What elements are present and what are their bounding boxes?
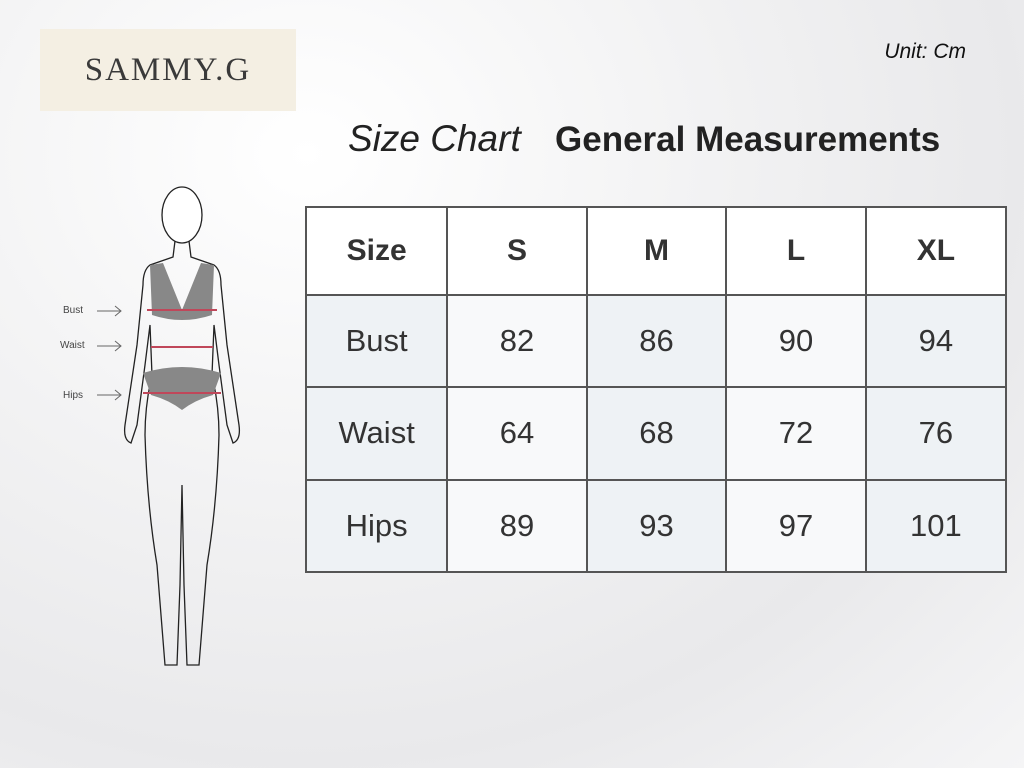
brand-logo: SAMMY.G (40, 29, 296, 111)
table-cell: 101 (864, 478, 1008, 574)
header-cell: S (446, 206, 588, 296)
table-row: Hips 89 93 97 101 (304, 478, 1008, 574)
header-cell: M (585, 206, 728, 296)
table-cell: 82 (446, 293, 588, 389)
header-cell: XL (864, 206, 1008, 296)
table-header-row: Size S M L XL (304, 206, 1008, 296)
table-cell: 76 (864, 386, 1008, 481)
title-bold: General Measurements (555, 120, 941, 159)
row-label: Bust (304, 293, 449, 389)
table-cell: 97 (725, 478, 867, 574)
table-cell: 64 (446, 386, 588, 481)
table-row: Bust 82 86 90 94 (304, 293, 1008, 389)
unit-label: Unit: Cm (884, 40, 966, 63)
header-cell: L (725, 206, 867, 296)
table-cell: 94 (864, 293, 1008, 389)
header-cell: Size (304, 206, 449, 296)
table-row: Waist 64 68 72 76 (304, 386, 1008, 481)
figure-label-hips: Hips (63, 390, 83, 401)
table-cell: 89 (446, 478, 588, 574)
table-cell: 90 (725, 293, 867, 389)
title-italic: Size Chart (348, 118, 521, 159)
row-label: Hips (304, 478, 449, 574)
figure-label-bust: Bust (63, 305, 83, 316)
table-cell: 86 (585, 293, 728, 389)
table-cell: 93 (585, 478, 728, 574)
table-cell: 68 (585, 386, 728, 481)
table-cell: 72 (725, 386, 867, 481)
page-title: Size Chart General Measurements (348, 118, 940, 160)
size-table: Size S M L XL Bust 82 86 90 94 Waist 64 … (304, 206, 1008, 574)
row-label: Waist (304, 386, 449, 481)
body-figure: Bust Waist Hips (60, 186, 241, 666)
figure-label-waist: Waist (60, 340, 85, 351)
